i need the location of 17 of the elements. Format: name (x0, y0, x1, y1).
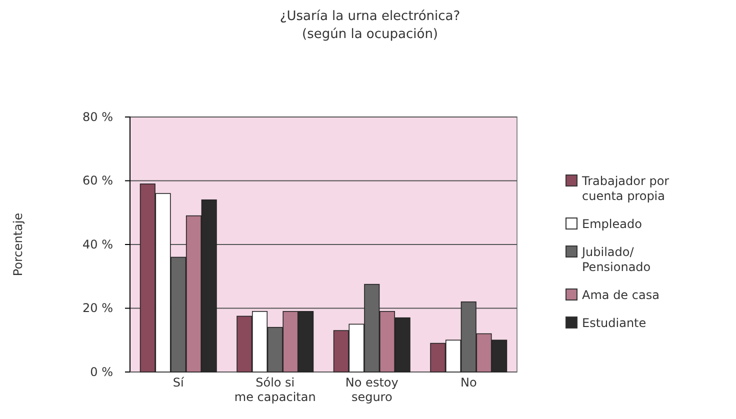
legend-label: Empleado (582, 217, 642, 231)
x-tick-label: No (460, 376, 477, 390)
chart-subtitle: (según la ocupación) (302, 27, 438, 42)
x-tick-label: Sí (172, 376, 185, 390)
y-tick-label: 60 % (82, 174, 113, 188)
legend-label: Trabajador por cuenta propia (581, 174, 670, 203)
y-tick-label: 40 % (82, 237, 113, 252)
x-tick-label: Sólo si me capacitan (234, 376, 316, 404)
y-tick-label: 80 % (82, 110, 113, 124)
legend-label: Estudiante (582, 316, 646, 330)
y-axis-title: Porcentaje (11, 212, 25, 276)
y-tick-label: 20 % (82, 301, 113, 316)
legend-label: Jubilado/ Pensionado (581, 245, 651, 274)
y-tick-label: 0 % (90, 364, 113, 379)
x-tick-label: No estoy seguro (345, 376, 398, 404)
legend-label: Ama de casa (582, 288, 660, 302)
chart-title: ¿Usaría la urna electrónica? (280, 9, 460, 24)
